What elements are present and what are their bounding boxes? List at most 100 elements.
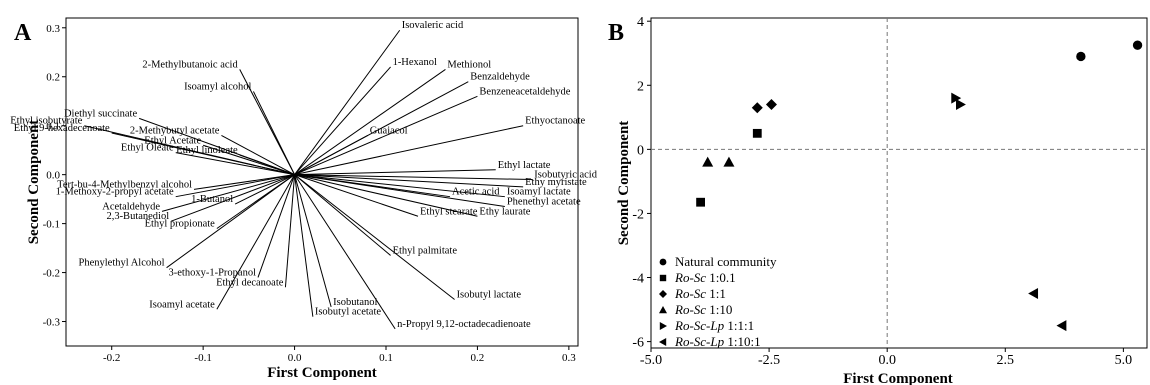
loading-line-2-3-butanediol bbox=[170, 174, 295, 222]
loading-label-guaiacol: Guaiacol bbox=[370, 125, 408, 136]
loading-line-ethyl-propionate bbox=[216, 174, 295, 229]
loading-label-ethyl-lactate: Ethyl lactate bbox=[498, 160, 551, 171]
point-ro-sc-lp-1-1-1 bbox=[951, 92, 962, 104]
loading-label-isoamyl-alcohol: Isoamyl alcohol bbox=[184, 81, 251, 92]
panel-a-y-axis-label: Second Component bbox=[26, 120, 42, 245]
loading-line-isobutyric-acid bbox=[294, 174, 533, 181]
loading-label-isoamyl-lactate: Isoamyl lactate bbox=[507, 187, 571, 198]
panel-b-y-tick-label: -2 bbox=[632, 207, 644, 222]
loading-line-ethyl-acetate bbox=[202, 144, 295, 176]
loading-label-isobutyric-acid: Isobutyric acid bbox=[534, 170, 597, 181]
legend-italic-part: Ro-Sc-Lp bbox=[674, 318, 725, 333]
legend-marker-ro-sc-1-0-1 bbox=[659, 274, 667, 282]
legend-ratio-part: 1:1:1 bbox=[724, 318, 754, 333]
loading-label-phenylethyl-alcohol: Phenylethyl Alcohol bbox=[79, 258, 165, 269]
panel-a-y-tick-label: -0.1 bbox=[43, 219, 60, 231]
panel-b-x-axis-label: First Component bbox=[843, 371, 953, 385]
point-ro-sc-lp-1-10-1 bbox=[1028, 288, 1039, 300]
loading-label-benzeneacetaldehyde: Benzeneacetaldehyde bbox=[479, 86, 570, 97]
loading-line-1-hexanol bbox=[294, 66, 391, 175]
legend-marker-ro-sc-1-10 bbox=[659, 306, 667, 314]
legend-italic-part: Ro-Sc bbox=[674, 302, 706, 317]
panel-a-x-axis-label: First Component bbox=[267, 365, 377, 381]
panel-b-y-tick-label: 4 bbox=[637, 15, 644, 30]
panel-b-x-tick-label: 5.0 bbox=[1115, 353, 1133, 368]
point-ro-sc-1-0-1 bbox=[752, 128, 762, 138]
loading-label-ethyl-oleate: Ethyl Oleate bbox=[121, 143, 174, 154]
panel-a-x-tick-label: 0.0 bbox=[288, 352, 302, 364]
loading-label-tert-bu-4-methylbenzyl-alcohol: Tert-bu-4-Methylbenzyl alcohol bbox=[57, 179, 192, 190]
loading-label-methionol: Methionol bbox=[447, 59, 491, 70]
loading-line-2-methybutyl-acetate bbox=[221, 135, 295, 176]
loading-label-phenethyl-acetate: Phenethyl acetate bbox=[507, 196, 581, 207]
legend-marker-ro-sc-lp-1-10-1 bbox=[659, 338, 667, 346]
panel-a-loading-lines bbox=[84, 29, 533, 330]
panel-b-x-tick-label: -2.5 bbox=[758, 353, 780, 368]
loading-label-acetic-acid: Acetic acid bbox=[452, 187, 500, 198]
point-ro-sc-1-10 bbox=[702, 156, 714, 167]
loading-line-n-propyl-9-12-octadecadienoate bbox=[294, 174, 396, 330]
panel-a-y-tick-label: -0.2 bbox=[43, 268, 60, 280]
panel-a-loading-plot: A Isovaleric acid 1-Hexanol Methionol Benza… bbox=[10, 17, 598, 381]
legend-ratio-part: 1:1 bbox=[706, 286, 726, 301]
panel-a-x-tick-label: 0.2 bbox=[471, 352, 485, 364]
loading-label-isobutyl-acetate: Isobutyl acetate bbox=[315, 307, 382, 318]
panel-b-x-tick-label: 2.5 bbox=[997, 353, 1015, 368]
loading-label-isobutyl-lactate: Isobutyl lactate bbox=[457, 289, 522, 300]
loading-label-diethyl-succinate: Diethyl succinate bbox=[64, 108, 138, 119]
loading-label-benzaldehyde: Benzaldehyde bbox=[470, 72, 530, 83]
loading-label-2-3-butanediol: 2,3-Butanediol bbox=[106, 211, 169, 222]
loading-line-1-methoxy-2-propyl-acetate bbox=[175, 174, 295, 198]
legend-marker-natural-community bbox=[659, 258, 667, 266]
loading-line-isovaleric-acid bbox=[294, 29, 401, 175]
loading-line-isobutyl-acetate bbox=[294, 174, 314, 317]
loading-line-ethyl-linoleate bbox=[239, 154, 295, 176]
loading-label-n-propyl-9-12-octadecadienoate: n-Propyl 9,12-octadecadienoate bbox=[397, 319, 531, 330]
point-ro-sc-1-10 bbox=[723, 156, 735, 167]
point-ro-sc-1-1 bbox=[765, 99, 777, 111]
loading-line-phenylethyl-alcohol bbox=[166, 174, 295, 269]
panel-b-y-tick-label: -4 bbox=[632, 272, 644, 287]
panel-b-y-axis-label: Second Component bbox=[616, 121, 632, 246]
legend-entry-natural-community: Natural community bbox=[675, 254, 777, 269]
panel-b-reference-lines bbox=[651, 18, 1147, 348]
loading-line-ethyoctanoate bbox=[294, 125, 524, 176]
panel-b-points bbox=[696, 40, 1143, 332]
legend-marker-ro-sc-1-1 bbox=[659, 290, 667, 298]
loading-line-ethyl-stearate bbox=[294, 174, 419, 217]
loading-line-1-butanol bbox=[234, 174, 295, 205]
loading-label-2-methylbutanoic-acid: 2-Methylbutanoic acid bbox=[142, 59, 238, 70]
loading-label-isoamyl-acetate: Isoamyl acetate bbox=[149, 299, 215, 310]
loading-line-ethyl-lactate bbox=[294, 169, 496, 176]
panel-a-loading-labels: Isovaleric acid 1-Hexanol Methionol Benzald… bbox=[10, 20, 597, 330]
loading-line-isobutanol bbox=[294, 174, 332, 307]
point-natural-community bbox=[1076, 51, 1086, 62]
loading-line-acetaldehyde bbox=[161, 174, 295, 212]
loading-line-isoamyl-lactate bbox=[294, 174, 505, 198]
panel-b-x-tick-label: -5.0 bbox=[640, 353, 662, 368]
loading-label-ethyl-propionate: Ethyl propionate bbox=[145, 219, 216, 230]
legend-italic-part: Ro-Sc-Lp bbox=[674, 334, 725, 349]
panel-b-y-tick-label: 0 bbox=[637, 143, 644, 158]
loading-line-ethyl-palmitate bbox=[294, 174, 391, 256]
point-natural-community bbox=[1132, 40, 1143, 50]
panel-b-plot-frame bbox=[650, 17, 1148, 349]
legend-italic-part: Ro-Sc bbox=[674, 286, 706, 301]
loading-label-isobutanol: Isobutanol bbox=[333, 297, 377, 308]
panel-a-x-tick-label: -0.2 bbox=[103, 352, 120, 364]
loading-line-3-ethoxy-1-propanol bbox=[257, 174, 296, 278]
legend-entry-ro-sc-1-0-1: Ro-Sc 1:0.1 bbox=[674, 270, 736, 285]
panel-a-x-tick-label: 0.1 bbox=[379, 352, 393, 364]
panel-b-x-ticks: -5.0 -2.5 0.0 2.5 5.0 bbox=[640, 348, 1132, 368]
loading-label-isovaleric-acid: Isovaleric acid bbox=[402, 20, 464, 31]
loading-line-isobutyl-lactate bbox=[294, 174, 455, 300]
loading-label-ethy-laurate: Ethy laurate bbox=[479, 206, 530, 217]
loading-label-ethyl-linoleate: Ethyl linoleate bbox=[176, 145, 238, 156]
legend-entry-ro-sc-lp-1-1-1: Ro-Sc-Lp 1:1:1 bbox=[674, 318, 754, 333]
loading-label-ethyl-palmitate: Ethyl palmitate bbox=[393, 245, 458, 256]
loading-line-ethy-myristate bbox=[294, 174, 524, 188]
panel-a-y-ticks: -0.3 -0.2 -0.1 0.0 0.1 0.2 0.3 bbox=[43, 23, 66, 329]
panel-b-y-tick-label: 2 bbox=[637, 79, 644, 94]
